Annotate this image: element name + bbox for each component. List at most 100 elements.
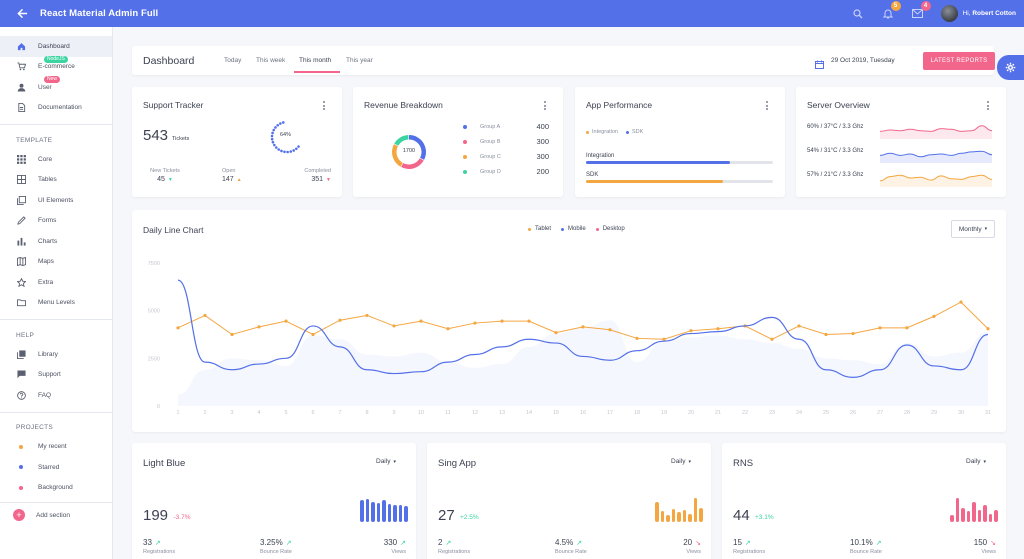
legend-label: SDK <box>632 129 644 135</box>
user-greeting[interactable]: Hi, Robert Cotton <box>963 10 1016 17</box>
search-icon[interactable] <box>851 7 865 21</box>
period-dropdown[interactable]: Daily ▾ <box>376 458 396 465</box>
tab-this-week[interactable]: This week <box>256 57 286 64</box>
chart-legend-item: Desktop <box>595 226 625 232</box>
sidebar-section-template: TEMPLATE <box>16 136 53 144</box>
progress-segment <box>270 137 274 141</box>
progress-segment <box>292 149 295 152</box>
add-section-button[interactable]: + Add section <box>0 505 112 526</box>
app-header: React Material Admin Full 5 4 Hi, Robert… <box>0 0 1024 27</box>
server-overview-card: Server Overview 60% / 37°C / 3.3 Ghz 54% … <box>796 87 1006 197</box>
mini-bar <box>398 504 402 522</box>
messages-button[interactable]: 4 <box>911 0 931 21</box>
x-tick-label: 16 <box>580 410 586 416</box>
period-dropdown[interactable]: Daily ▾ <box>671 458 691 465</box>
support-tracker-card: Support Tracker 543 Tickets 64% New Tick… <box>132 87 342 197</box>
messages-badge: 4 <box>920 0 931 11</box>
sidebar-item-extra[interactable]: Extra <box>0 272 112 293</box>
legend-value: 200 <box>536 167 549 176</box>
donut-slice <box>409 135 426 160</box>
server-sparkline <box>880 174 992 187</box>
add-icon: + <box>13 509 25 522</box>
tab-this-month[interactable]: This month <box>299 57 332 64</box>
mini-bar <box>376 502 380 522</box>
stat-value-row: 15 ↗ <box>733 538 765 547</box>
mini-bar <box>966 511 970 522</box>
legend-value: 400 <box>536 122 549 131</box>
tab-this-year[interactable]: This year <box>346 57 373 64</box>
mini-bar <box>655 501 659 522</box>
greeting-text: Hi, <box>962 10 971 17</box>
legend-label: Mobile <box>568 226 586 232</box>
stat-change: -3.7% <box>173 514 191 521</box>
folder-icon <box>16 298 26 308</box>
series-tablet-point <box>851 331 855 336</box>
tickets-radial-progress <box>270 121 300 154</box>
series-tablet-point <box>284 319 288 323</box>
sidebar-section-help: HELP <box>16 331 35 339</box>
notifications-button[interactable]: 5 <box>881 0 901 21</box>
x-tick-label: 11 <box>445 410 451 416</box>
more-menu-icon[interactable] <box>323 101 325 112</box>
sidebar-item-library[interactable]: Library <box>0 344 112 365</box>
back-arrow-icon[interactable] <box>15 7 29 21</box>
stat-label: Views <box>981 549 996 555</box>
sidebar-item-forms[interactable]: Forms <box>0 211 112 232</box>
period-select[interactable]: Monthly ▾ <box>951 220 995 238</box>
legend-dot <box>463 169 467 174</box>
period-dropdown[interactable]: Daily ▾ <box>966 458 986 465</box>
mini-bar <box>371 501 375 522</box>
series-tablet-point <box>473 321 477 325</box>
stats-card: RNS Daily ▾ 44 +3.1% 15 ↗ Registrations 10.1% ↗ Bo… <box>722 443 1006 559</box>
sidebar-item-documentation[interactable]: Documentation <box>0 98 112 119</box>
legend-dot <box>463 154 467 159</box>
period-dropdown-value: Daily <box>671 458 686 465</box>
stat-value: 330 <box>383 538 398 547</box>
stat-item: 150 ↘ Views <box>966 538 996 555</box>
sidebar-item-charts[interactable]: Charts <box>0 231 112 252</box>
stat-value-row: 4.5% ↗ <box>555 538 587 547</box>
more-menu-icon[interactable] <box>766 101 768 112</box>
sidebar-project-starred[interactable]: Starred <box>0 457 112 478</box>
sidebar-item-support[interactable]: Support <box>0 365 112 386</box>
sidebar-item-ui-elements[interactable]: UI Elements <box>0 190 112 211</box>
sidebar-project-my-recent[interactable]: My recent <box>0 437 112 458</box>
form-icon <box>16 216 26 226</box>
sidebar-item-dashboard[interactable]: Dashboard <box>0 36 112 57</box>
bell-icon <box>882 9 893 19</box>
ticket-stat-label: New Tickets <box>150 168 180 174</box>
x-tick-label: 22 <box>742 410 748 416</box>
sidebar-item-menu-levels[interactable]: Menu Levels <box>0 293 112 314</box>
more-menu-icon[interactable] <box>987 101 989 112</box>
more-menu-icon[interactable] <box>544 101 546 112</box>
sidebar-item-label: Support <box>38 371 61 379</box>
progress-segment <box>271 131 274 135</box>
settings-button[interactable] <box>997 55 1024 80</box>
series-tablet-point <box>608 328 612 332</box>
ticket-stat: Completed 351 ▼ <box>287 168 331 183</box>
sidebar-item-user[interactable]: User New <box>0 76 112 98</box>
stat-value-row: 330 ↗ <box>376 538 406 547</box>
sidebar-project-background[interactable]: Background <box>0 478 112 499</box>
sidebar-item-e-commerce[interactable]: E-commerce NodeJS <box>0 55 112 78</box>
sidebar-item-faq[interactable]: FAQ <box>0 385 112 406</box>
user-name: Robert Cotton <box>972 10 1016 17</box>
star-icon <box>16 277 26 287</box>
app-title: React Material Admin Full <box>40 8 159 19</box>
avatar[interactable] <box>940 5 958 22</box>
tab-today[interactable]: Today <box>224 57 242 64</box>
series-tablet-point <box>959 300 963 304</box>
active-tab-indicator <box>294 71 340 73</box>
latest-reports-button[interactable]: LATEST REPORTS <box>923 52 995 70</box>
map-icon <box>16 257 26 267</box>
sidebar-item-tables[interactable]: Tables <box>0 170 112 191</box>
calendar-icon[interactable] <box>815 56 824 69</box>
ticket-stat-label: Completed <box>304 168 331 174</box>
sidebar-item-maps[interactable]: Maps <box>0 252 112 273</box>
x-tick-label: 27 <box>877 410 883 416</box>
x-tick-label: 2 <box>203 410 206 416</box>
sidebar-item-core[interactable]: Core <box>0 149 112 170</box>
progress-percent: 64% <box>280 132 292 138</box>
chart-icon <box>16 236 26 246</box>
x-tick-label: 18 <box>634 410 640 416</box>
